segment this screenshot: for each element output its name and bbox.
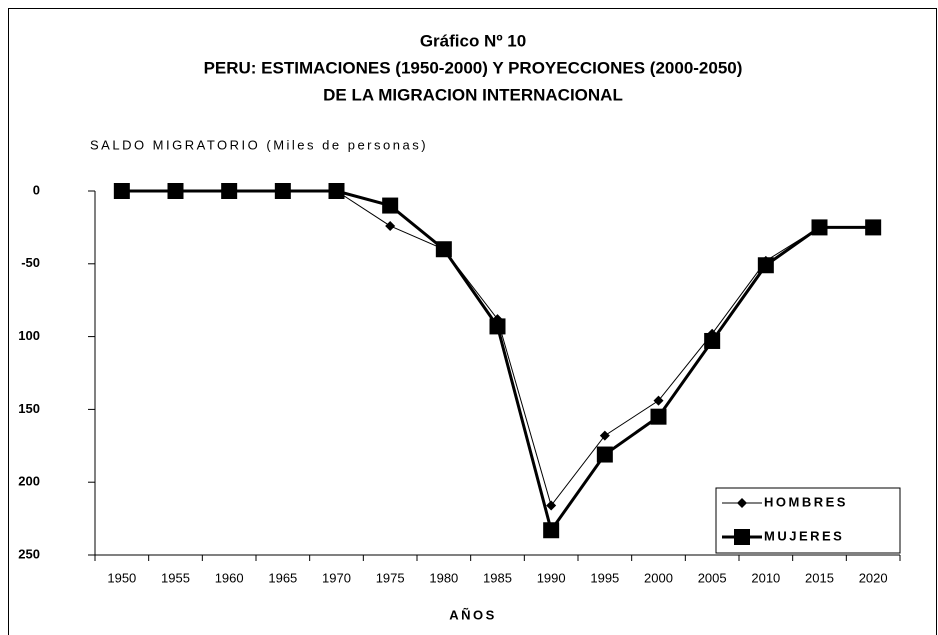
point [704, 332, 721, 349]
x-tick-label: 1950 [107, 570, 136, 585]
y-axis-label: SALDO MIGRATORIO (Miles de personas) [90, 137, 428, 152]
point [435, 241, 452, 258]
y-tick-label: 0 [33, 182, 40, 197]
point [757, 257, 774, 274]
x-tick-label: 1955 [161, 570, 190, 585]
legend-label: HOMBRES [764, 494, 848, 509]
y-tick-label: -50 [21, 255, 40, 270]
point [274, 183, 291, 199]
legend-marker [734, 529, 750, 545]
point [596, 446, 613, 463]
point [113, 183, 130, 199]
x-tick-label: 2010 [751, 570, 780, 585]
y-tick-label: 100 [18, 328, 40, 343]
x-tick-label: 2020 [859, 570, 888, 585]
chart-title: DE LA MIGRACION INTERNACIONAL [323, 85, 623, 104]
point [546, 500, 557, 511]
legend-marker [737, 498, 747, 508]
point [650, 408, 667, 425]
x-tick-label: 1960 [215, 570, 244, 585]
chart-title: Gráfico Nº 10 [420, 31, 526, 50]
x-tick-label: 1975 [376, 570, 405, 585]
point [167, 183, 184, 199]
series-line [121, 189, 874, 534]
point [221, 183, 238, 199]
series-line [121, 190, 874, 507]
x-axis-label: AÑOS [449, 607, 497, 622]
y-tick-label: 250 [18, 546, 40, 561]
point [865, 219, 882, 236]
x-tick-label: 1970 [322, 570, 351, 585]
point [328, 183, 345, 199]
x-tick-label: 1980 [429, 570, 458, 585]
point [811, 219, 828, 236]
point [385, 220, 396, 231]
y-tick-label: 200 [18, 474, 40, 489]
point [599, 430, 610, 441]
point [489, 318, 506, 335]
chart-title: PERU: ESTIMACIONES (1950-2000) Y PROYECC… [204, 58, 743, 77]
x-tick-label: 1990 [537, 570, 566, 585]
x-tick-label: 2000 [644, 570, 673, 585]
point [382, 197, 399, 214]
x-tick-label: 1965 [268, 570, 297, 585]
x-tick-label: 2005 [698, 570, 727, 585]
x-tick-label: 2015 [805, 570, 834, 585]
legend-box [715, 487, 901, 554]
legend-label: MUJERES [764, 528, 844, 543]
frame [8, 8, 937, 635]
x-tick-label: 1985 [483, 570, 512, 585]
point [543, 522, 560, 539]
x-tick-label: 1995 [590, 570, 619, 585]
point [653, 395, 664, 406]
y-tick-label: 150 [18, 401, 40, 416]
